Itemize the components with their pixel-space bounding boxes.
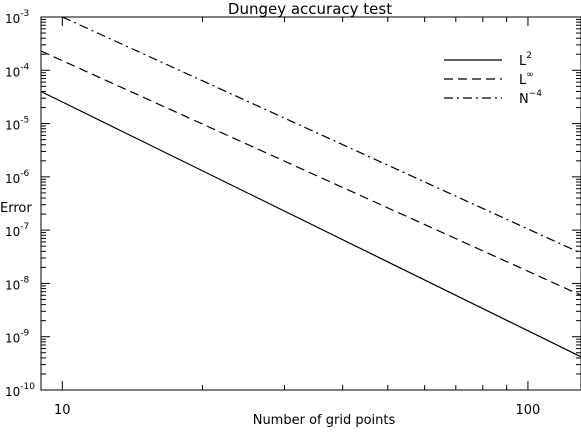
y-tick-exponent: -3 [20,9,29,19]
y-tick-label: 10-4 [5,62,30,79]
legend-label-base: L [519,73,527,88]
legend-label: N−4 [519,89,542,107]
y-tick-exponent: -10 [20,382,35,392]
x-tick-label: 10 [54,403,71,418]
y-tick-base: 10 [5,12,20,26]
y-tick-label: 10-7 [5,222,29,239]
y-tick-label: 10-8 [5,275,30,292]
y-axis-label: Error [0,201,32,216]
y-tick-exponent: -8 [20,275,29,285]
y-tick-label: 10-9 [5,329,30,346]
y-tick-label: 10-10 [5,382,35,399]
y-tick-exponent: -4 [20,62,29,72]
x-axis-label: Number of grid points [253,413,396,428]
legend-label-sup: ∞ [526,70,534,80]
legend-label: L2 [519,51,532,69]
y-tick-exponent: -6 [20,169,29,179]
y-tick-exponent: -9 [20,329,29,339]
series-lines [41,17,581,358]
y-tick-base: 10 [5,332,20,346]
series-line-dashed [41,50,581,296]
chart-title: Dungey accuracy test [228,0,392,18]
legend-label-sup: 2 [526,51,532,61]
y-tick-base: 10 [5,278,20,292]
y-tick-base: 10 [5,385,20,399]
legend-label: L∞ [519,70,534,88]
legend-label-base: L [519,54,527,69]
y-tick-exponent: -5 [20,116,29,126]
x-tick-label: 100 [516,403,541,418]
y-tick-base: 10 [5,172,20,186]
y-tick-exponent: -7 [20,222,29,232]
series-line-dashdot [62,17,581,254]
legend: L2L∞N−4 [444,51,542,107]
y-tick-base: 10 [5,225,20,239]
series-line-solid [41,90,581,358]
x-axis: 10 100 [40,17,541,418]
legend-label-base: N [519,92,529,107]
y-tick-label: 10-6 [5,169,30,186]
y-tick-base: 10 [5,119,20,133]
y-tick-label: 10-5 [5,116,29,133]
legend-label-sup: −4 [529,89,543,99]
plot-frame [40,16,581,391]
y-tick-base: 10 [5,65,20,79]
y-tick-label: 10-3 [5,9,29,26]
